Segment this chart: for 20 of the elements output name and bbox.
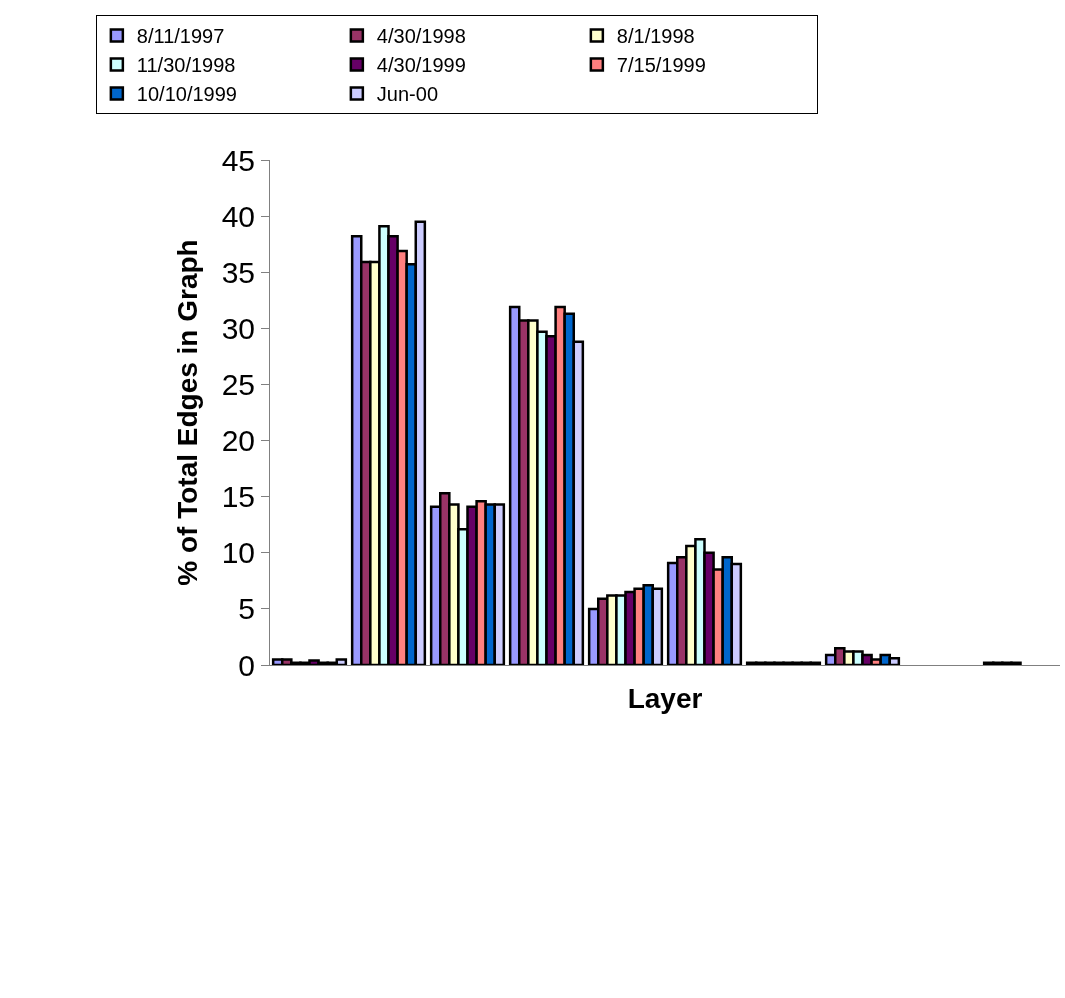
y-tick-label: 25: [221, 367, 255, 401]
y-tick-label: 45: [221, 143, 255, 177]
y-tick-label: 20: [221, 424, 255, 458]
y-tick-label: 15: [221, 480, 255, 514]
legend-label: 11/30/1998: [136, 54, 236, 77]
legend-label: Jun-00: [376, 83, 439, 106]
x-axis-title: Layer: [627, 682, 703, 714]
y-tick-label: 35: [221, 255, 255, 289]
legend-label: 4/30/1998: [376, 25, 466, 48]
legend-label: 8/11/1997: [136, 25, 225, 48]
legend-label: 7/15/1999: [616, 54, 706, 77]
y-tick-label: 5: [238, 592, 255, 626]
legend-label: 4/30/1999: [376, 54, 466, 77]
legend-label: 10/10/1999: [136, 83, 237, 106]
legend-label: 8/1/1998: [616, 25, 695, 48]
y-tick-label: 10: [221, 536, 255, 570]
y-axis-title: % of Total Edges in Graph: [172, 239, 204, 586]
y-tick-label: 30: [221, 311, 255, 345]
y-tick-label: 40: [221, 199, 255, 233]
y-tick-label: 0: [238, 648, 255, 682]
